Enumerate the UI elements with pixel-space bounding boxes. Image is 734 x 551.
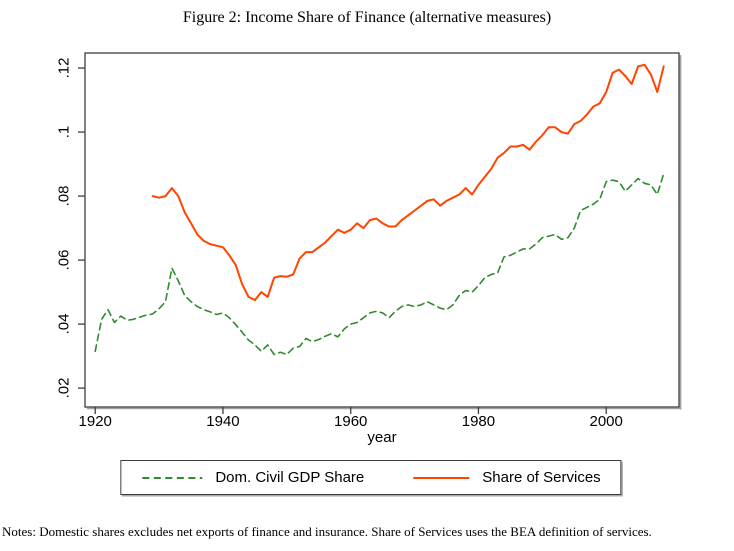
x-axis-title: year xyxy=(367,429,397,446)
y-tick-label-0: .02 xyxy=(55,377,73,399)
series-line-services xyxy=(151,63,665,302)
x-tick-label-4: 2000 xyxy=(589,413,623,430)
y-tick-label-4: .1 xyxy=(55,125,73,139)
y-tick-label-2: .06 xyxy=(55,249,73,271)
plot-frame xyxy=(84,52,680,408)
legend-label-services: Share of Services xyxy=(482,469,601,486)
x-tick-label-2: 1960 xyxy=(334,413,368,430)
series-line-gdp-share xyxy=(94,172,665,356)
solid-line-sample-icon xyxy=(413,476,470,479)
y-tick-label-1: .04 xyxy=(55,313,73,335)
y-tick-label-3: .08 xyxy=(55,185,73,207)
legend: Dom. Civil GDP Share Share of Services xyxy=(120,460,622,495)
x-tick-label-1: 1940 xyxy=(206,413,240,430)
figure-title: Figure 2: Income Share of Finance (alter… xyxy=(182,9,552,26)
x-tick-label-3: 1980 xyxy=(461,413,496,430)
legend-label-gdp-share: Dom. Civil GDP Share xyxy=(215,469,365,486)
dashed-line-sample-icon xyxy=(142,476,203,479)
legend-item-gdp-share: Dom. Civil GDP Share xyxy=(141,469,364,486)
notes-text: Notes: Domestic shares excludes net expo… xyxy=(2,524,652,539)
x-tick-label-0: 1920 xyxy=(78,413,112,430)
legend-item-services: Share of Services xyxy=(412,469,601,486)
y-tick-label-5: .12 xyxy=(55,57,73,79)
